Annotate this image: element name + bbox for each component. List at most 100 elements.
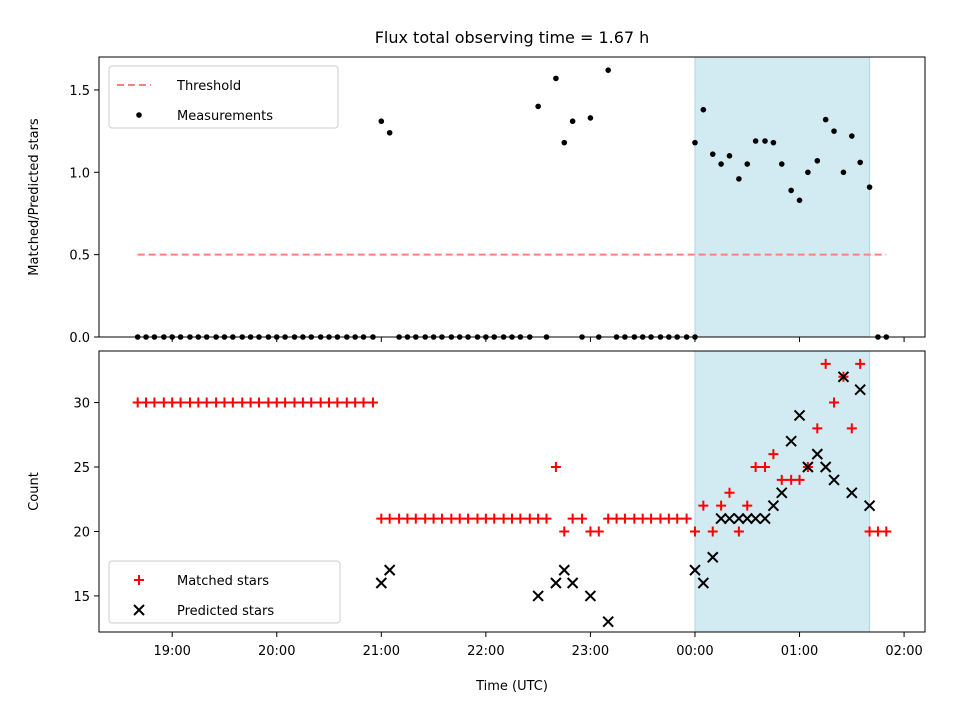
predicted-star-point [566, 577, 579, 589]
measurement-point [700, 106, 707, 113]
matched-star-point [760, 462, 771, 473]
matched-star-point [149, 397, 160, 408]
x-tick-label: 21:00 [363, 644, 400, 659]
matched-star-point [550, 462, 561, 473]
legend-matched-swatch [134, 575, 144, 585]
matched-star-point [637, 513, 648, 524]
matched-star-point [384, 513, 395, 524]
measurement-point [822, 116, 829, 123]
matched-star-point [167, 397, 178, 408]
matched-star-point [733, 526, 744, 537]
matched-star-point [245, 397, 256, 408]
measurement-point [569, 118, 576, 125]
measurement-point [805, 169, 811, 176]
measurement-point [535, 103, 541, 110]
x-axis-label: Time (UTC) [475, 679, 548, 694]
matched-star-point [629, 513, 640, 524]
x-tick-label: 22:00 [467, 644, 504, 659]
matched-star-point [227, 397, 238, 408]
predicted-star-point [819, 461, 832, 473]
predicted-star-point [863, 499, 876, 512]
y-axis-ticks: 15 20 25 30 [73, 397, 99, 605]
matched-star-point [864, 526, 875, 537]
matched-star-point [524, 513, 535, 524]
matched-star-point [436, 513, 447, 524]
matched-star-point [698, 500, 709, 511]
matched-star-point [585, 526, 596, 537]
legend-label: Measurements [177, 109, 273, 124]
measurement-point [561, 139, 568, 146]
matched-star-point [402, 513, 413, 524]
matched-star-point [324, 397, 335, 408]
matched-star-point [689, 526, 700, 537]
matched-star-point [428, 513, 439, 524]
matched-star-point [577, 513, 588, 524]
matched-star-point [367, 397, 378, 408]
matched-star-point [237, 397, 248, 408]
matched-star-point [855, 358, 866, 369]
x-axis-ticks: 19:00 20:00 21:00 22:00 23:00 00:00 01:00 02:00 [153, 632, 923, 659]
predicted-star-point [602, 615, 614, 628]
matched-star-point [463, 513, 474, 524]
matched-star-point [681, 513, 692, 524]
predicted-star-point [689, 564, 701, 576]
measurement-point [857, 159, 863, 166]
matched-star-point [201, 397, 212, 408]
plot-frame [98, 350, 926, 633]
matched-star-point [332, 397, 343, 408]
measurement-point [605, 67, 611, 73]
matched-star-point [141, 397, 152, 408]
legend-predicted-swatch [133, 604, 145, 616]
measurement-point [744, 161, 751, 167]
count-marks [132, 358, 892, 628]
y-tick-label: 1.0 [69, 166, 90, 181]
matched-star-point [358, 397, 369, 408]
x-tick-label: 02:00 [885, 644, 922, 659]
measurement-point [386, 129, 393, 136]
matched-star-point [593, 526, 604, 537]
matched-star-point [541, 513, 552, 524]
matched-star-point [846, 423, 857, 434]
measurement-point [814, 157, 821, 164]
legend-label: Matched stars [177, 574, 269, 589]
predicted-star-point [375, 577, 388, 589]
predicted-star-point [793, 409, 806, 422]
matched-star-point [184, 397, 195, 408]
matched-star-point [297, 397, 308, 408]
predicted-star-point [715, 512, 727, 525]
matched-star-point [263, 397, 274, 408]
matched-star-point [489, 513, 500, 524]
matched-star-point [567, 513, 578, 524]
matched-star-point [394, 513, 405, 524]
predicted-star-point [785, 435, 797, 447]
legend-label: Threshold [176, 79, 241, 94]
measurement-point [840, 169, 847, 176]
matched-star-point [132, 397, 143, 408]
x-axis-ticks [171, 337, 905, 342]
matched-star-point [768, 449, 779, 460]
matched-star-point [306, 397, 317, 408]
matched-star-point [646, 513, 657, 524]
measurement-point [378, 118, 385, 125]
matched-star-point [507, 513, 517, 524]
legend-box [108, 65, 339, 129]
measurement-point [752, 138, 759, 144]
matched-star-point [776, 474, 787, 485]
predicted-star-point [733, 512, 745, 525]
x-tick-label: 00:00 [676, 644, 713, 659]
legend-box [108, 560, 341, 624]
measurement-point [718, 161, 724, 167]
matched-star-point [271, 397, 282, 408]
matched-star-point [175, 397, 186, 408]
matched-star-point [289, 397, 300, 408]
measurement-point [778, 161, 785, 167]
x-tick-label: 19:00 [153, 644, 190, 659]
measurement-point [736, 176, 742, 182]
matched-star-point [559, 526, 570, 537]
legend: Matched stars Predicted stars [108, 560, 341, 624]
matched-star-point [820, 358, 831, 369]
matched-star-point [315, 397, 326, 408]
matched-star-point [376, 513, 387, 524]
matched-star-point [193, 397, 204, 408]
